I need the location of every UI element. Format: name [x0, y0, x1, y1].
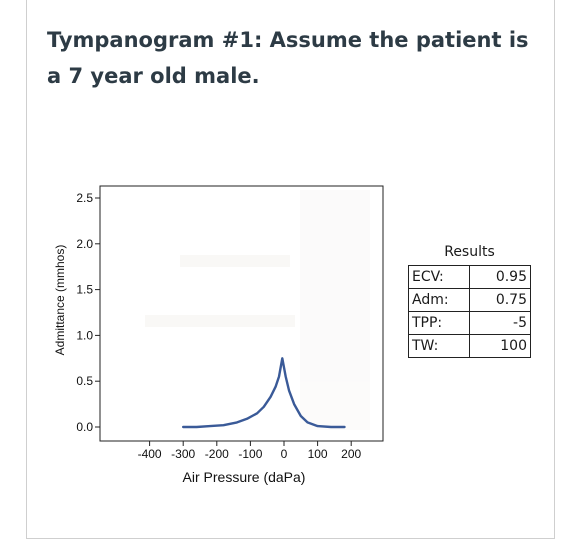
curve-point: [300, 415, 302, 417]
plot-frame: [99, 185, 384, 442]
x-axis-label: Air Pressure (daPa): [183, 469, 306, 485]
curve-point: [182, 426, 184, 428]
curve-point: [278, 376, 280, 378]
plot-area: 0.0 0.5 1.0 1.5 2.0 2.5 -400 -300 -200 -100 0 100 20…: [76, 185, 384, 461]
curve-point: [293, 403, 295, 405]
curve-point: [330, 426, 332, 428]
results-label: ECV:: [408, 265, 470, 289]
curve-point: [281, 357, 283, 359]
results-row-tw: TW: 100: [408, 334, 531, 358]
curve-point: [288, 389, 290, 391]
tympanogram-curve: [181, 357, 346, 429]
y-tick-label: 1.0: [76, 328, 93, 342]
results-table: Results ECV: 0.95 Adm: 0.75 TPP: -5 TW: …: [408, 240, 531, 358]
x-tick-label: 200: [341, 447, 361, 461]
curve-point: [343, 426, 346, 428]
curve-point: [275, 386, 277, 388]
results-header: Results: [408, 240, 531, 266]
results-label: TPP:: [408, 311, 470, 335]
x-tick-label: 100: [308, 447, 328, 461]
results-label: TW:: [408, 334, 470, 358]
curve-point: [256, 412, 258, 414]
results-row-adm: Adm: 0.75: [408, 288, 531, 312]
curve-point: [222, 424, 225, 426]
y-tick-label: 2.0: [76, 237, 93, 251]
y-tick-label: 2.5: [76, 191, 93, 205]
y-tick-label: 0.0: [76, 420, 93, 434]
curve-point: [236, 421, 238, 423]
question-title: Tympanogram #1: Assume the patient is a …: [47, 28, 529, 88]
y-tick-label: 1.5: [76, 283, 93, 297]
x-tick-label: -400: [138, 447, 162, 461]
x-tick-label: 0: [281, 447, 288, 461]
y-tick-label: 0.5: [76, 374, 93, 388]
curve-point: [270, 396, 272, 398]
x-tick-label: -200: [205, 447, 229, 461]
curve-point: [196, 426, 198, 428]
results-value: 0.75: [469, 288, 531, 312]
results-row-tpp: TPP: -5: [408, 311, 531, 335]
curve-point: [209, 425, 211, 427]
y-axis-label: Admittance (mmhos): [53, 245, 67, 356]
x-tick-label: -300: [171, 447, 195, 461]
x-tick-label: -100: [238, 447, 262, 461]
results-value: 0.95: [469, 265, 531, 289]
curve-point: [306, 421, 309, 423]
results-row-ecv: ECV: 0.95: [408, 265, 531, 289]
background-artifacts: [145, 190, 370, 430]
curve-point: [317, 425, 319, 427]
results-value: 100: [469, 334, 531, 358]
results-label: Adm:: [408, 288, 470, 312]
curve-point: [285, 376, 287, 378]
curve-point: [263, 406, 265, 408]
curve-point: [246, 418, 248, 420]
results-value: -5: [469, 311, 531, 335]
